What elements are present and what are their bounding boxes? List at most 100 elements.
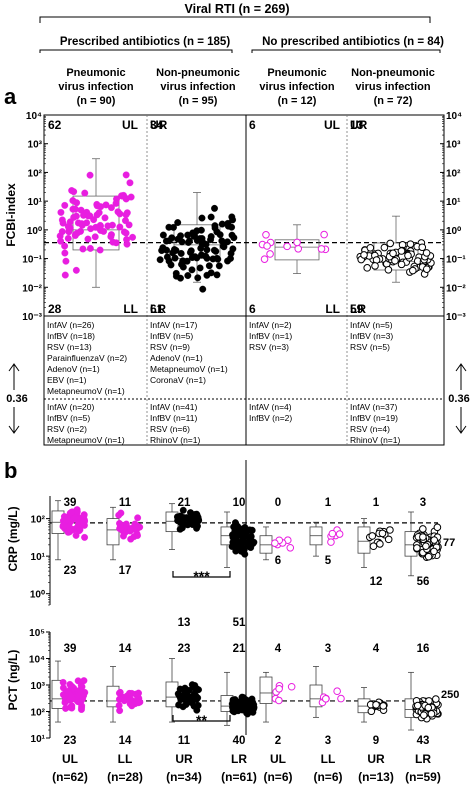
virus-list-upper-item: MetapneumoV (n=1) bbox=[47, 386, 125, 396]
pct-threshold-label: 250 bbox=[441, 689, 459, 701]
virus-list-lower-item: InfBV (n=19) bbox=[350, 413, 398, 423]
point bbox=[134, 699, 142, 707]
fcbi-point bbox=[61, 249, 69, 257]
quadrant-label: LL bbox=[325, 302, 340, 316]
fcbi-point bbox=[129, 233, 137, 241]
panel-a-tick-label-right: 10⁴ bbox=[446, 111, 462, 122]
fcbi-group-1 bbox=[56, 158, 137, 288]
panel-a-frame bbox=[43, 114, 445, 446]
point bbox=[247, 703, 255, 711]
virus-list-lower-item: InfBV (n=2) bbox=[249, 413, 292, 423]
point bbox=[424, 703, 433, 712]
fcbi-point bbox=[198, 214, 206, 222]
fcbi-point bbox=[384, 265, 393, 274]
point bbox=[179, 703, 187, 711]
x-group-n: (n=28) bbox=[107, 770, 143, 784]
point bbox=[62, 516, 70, 524]
threshold-label-right: 0.36 bbox=[448, 393, 469, 405]
fcbi-point bbox=[81, 189, 89, 197]
virus-list-upper-item: InfBV (n=1) bbox=[249, 331, 292, 341]
point bbox=[372, 700, 380, 709]
fcbi-point bbox=[64, 235, 72, 242]
axis-tick-label: 10¹ bbox=[31, 552, 46, 563]
group-2 bbox=[106, 666, 144, 723]
fcbi-point bbox=[177, 274, 184, 282]
group-left-title: Prescribed antibiotics (n = 185) bbox=[60, 36, 230, 48]
count-below: 23 bbox=[64, 735, 77, 747]
point bbox=[67, 508, 75, 516]
virus-list-lower-item: InfAV (n=4) bbox=[249, 402, 292, 412]
fcbi-point bbox=[167, 261, 175, 269]
point bbox=[379, 702, 388, 710]
count-above: 23 bbox=[178, 643, 191, 655]
fcbi-point bbox=[422, 265, 431, 273]
virus-list-upper-item: ParainfluenzaV (n=2) bbox=[47, 353, 127, 363]
point bbox=[78, 683, 86, 691]
fcbi-point bbox=[213, 228, 221, 236]
fcbi-point bbox=[228, 231, 236, 239]
col2-line3: (n = 95) bbox=[179, 95, 218, 107]
point bbox=[231, 519, 239, 527]
count-below: 6 bbox=[275, 555, 281, 567]
count-above: 10 bbox=[233, 497, 246, 509]
point bbox=[422, 542, 430, 550]
point bbox=[419, 533, 427, 541]
point bbox=[241, 695, 249, 703]
axis-tick-label: 10⁰ bbox=[30, 590, 45, 601]
x-group-label: UL bbox=[62, 752, 78, 766]
panel-a-tick-label-left: 10³ bbox=[28, 140, 43, 151]
fcbi-point bbox=[386, 239, 395, 248]
col4-line1: Non-pneumonic bbox=[351, 67, 435, 79]
point bbox=[79, 518, 87, 526]
fcbi-point bbox=[186, 237, 193, 245]
point bbox=[275, 696, 283, 705]
count-below: 51 bbox=[233, 617, 246, 629]
fcbi-point bbox=[91, 233, 99, 241]
quadrant-label: UL bbox=[122, 118, 138, 132]
fcbi-point bbox=[193, 237, 201, 244]
fcbi-point bbox=[224, 219, 232, 227]
fcbi-point bbox=[172, 246, 180, 254]
point bbox=[230, 534, 238, 542]
virus-list-lower-item: InfBV (n=11) bbox=[150, 413, 197, 423]
fcbi-point bbox=[123, 240, 131, 248]
panel-a-tick-label-right: 10⁻³ bbox=[446, 312, 466, 323]
fcbi-point bbox=[203, 246, 211, 254]
fcbi-point bbox=[72, 205, 79, 213]
quadrant-label: UR bbox=[350, 118, 368, 132]
fcbi-point bbox=[186, 249, 194, 256]
fcbi-point bbox=[61, 271, 69, 279]
quadrant-count: 34 bbox=[150, 118, 164, 132]
fcbi-point bbox=[177, 232, 185, 240]
x-group-label: LL bbox=[321, 752, 336, 766]
group-5 bbox=[259, 526, 295, 561]
fcbi-point bbox=[107, 204, 115, 212]
fcbi-point bbox=[73, 199, 81, 207]
point bbox=[369, 542, 378, 551]
virus-list-lower-item: MetapneumoV (n=1) bbox=[47, 435, 125, 445]
fcbi-point bbox=[293, 238, 301, 247]
virus-list-upper-item: InfBV (n=18) bbox=[47, 331, 95, 341]
point bbox=[130, 533, 138, 541]
col4-line3: (n = 72) bbox=[374, 95, 413, 107]
fcbi-group-4 bbox=[356, 215, 435, 283]
x-group-n: (n=62) bbox=[52, 770, 88, 784]
point bbox=[271, 539, 279, 547]
panel-a-tick-label-left: 10⁴ bbox=[26, 111, 42, 122]
fcbi-point bbox=[122, 195, 130, 203]
fcbi-point bbox=[211, 204, 218, 212]
quadrant-label: LR bbox=[150, 302, 166, 316]
fcbi-point bbox=[389, 249, 397, 258]
axis-tick-label: 10¹ bbox=[31, 734, 46, 745]
fcbi-point bbox=[406, 240, 415, 248]
point bbox=[386, 526, 394, 534]
quadrant-label: LL bbox=[123, 302, 138, 316]
quadrant-count: 61 bbox=[150, 302, 164, 316]
quadrant-count: 62 bbox=[48, 118, 62, 132]
point bbox=[337, 694, 345, 703]
fcbi-point bbox=[197, 244, 205, 252]
threshold-arrow-right bbox=[455, 363, 467, 434]
virus-list-upper-item: RSV (n=13) bbox=[47, 342, 92, 352]
group-6 bbox=[309, 521, 344, 557]
x-group-n: (n=6) bbox=[263, 770, 292, 784]
